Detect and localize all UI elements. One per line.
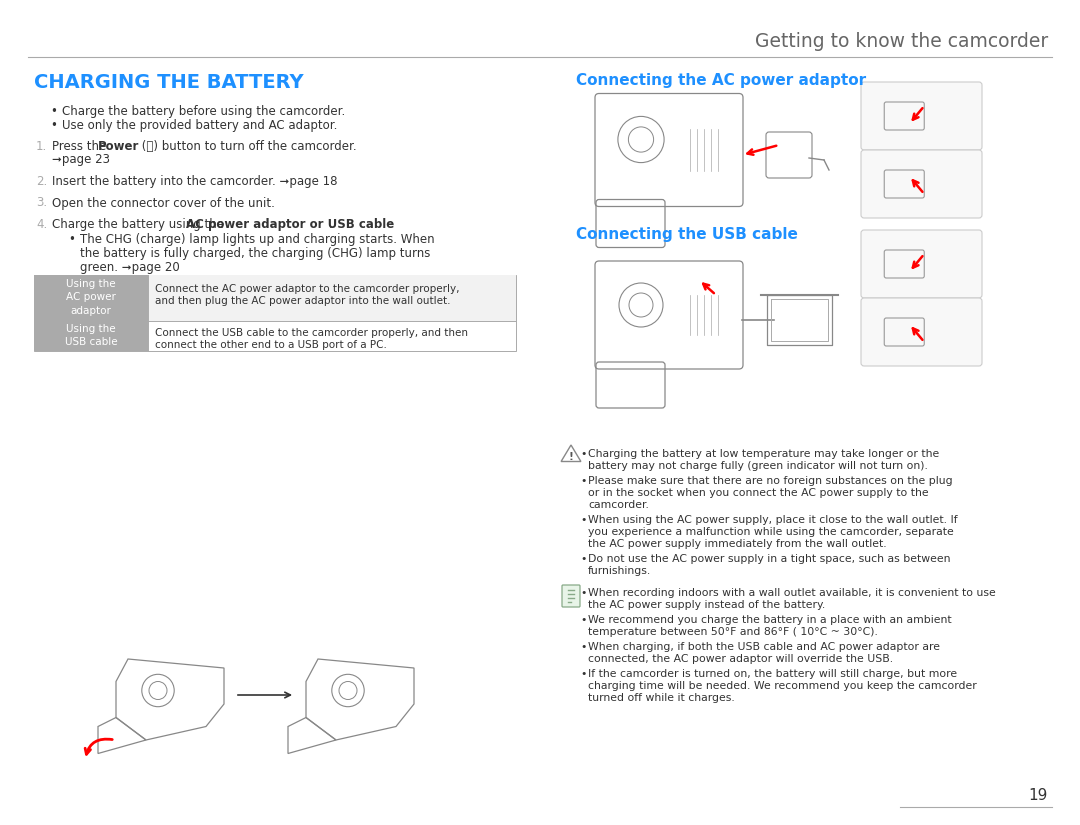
Text: camcorder.: camcorder.: [588, 500, 649, 510]
FancyBboxPatch shape: [861, 298, 982, 366]
Text: you experience a malfunction while using the camcorder, separate: you experience a malfunction while using…: [588, 527, 954, 537]
Text: connect the other end to a USB port of a PC.: connect the other end to a USB port of a…: [156, 341, 387, 351]
Text: Please make sure that there are no foreign substances on the plug: Please make sure that there are no forei…: [588, 476, 953, 486]
Text: connected, the AC power adaptor will override the USB.: connected, the AC power adaptor will ove…: [588, 654, 893, 664]
Text: furnishings.: furnishings.: [588, 566, 651, 576]
Text: and then plug the AC power adaptor into the wall outlet.: and then plug the AC power adaptor into …: [156, 296, 450, 307]
Text: Do not use the AC power supply in a tight space, such as between: Do not use the AC power supply in a tigh…: [588, 554, 950, 564]
Text: 3.: 3.: [36, 196, 48, 210]
Text: ➞page 23: ➞page 23: [52, 153, 110, 167]
Text: battery may not charge fully (green indicator will not turn on).: battery may not charge fully (green indi…: [588, 461, 928, 471]
Text: Connect the AC power adaptor to the camcorder properly,: Connect the AC power adaptor to the camc…: [156, 285, 459, 295]
Text: !: !: [568, 452, 573, 462]
Text: temperature between 50°F and 86°F ( 10°C ~ 30°C).: temperature between 50°F and 86°F ( 10°C…: [588, 627, 878, 637]
Text: Use only the provided battery and AC adaptor.: Use only the provided battery and AC ada…: [62, 120, 337, 133]
Text: Connecting the USB cable: Connecting the USB cable: [576, 227, 798, 242]
Text: (⏻) button to turn off the camcorder.: (⏻) button to turn off the camcorder.: [138, 140, 356, 153]
Text: •: •: [580, 615, 586, 625]
Text: When using the AC power supply, place it close to the wall outlet. If: When using the AC power supply, place it…: [588, 515, 958, 525]
Text: •: •: [580, 476, 586, 486]
Bar: [33, 275, 148, 320]
Text: •: •: [50, 120, 57, 133]
FancyBboxPatch shape: [861, 82, 982, 150]
Text: the battery is fully charged, the charging (CHG) lamp turns: the battery is fully charged, the chargi…: [80, 247, 430, 260]
Bar: [148, 275, 516, 320]
Text: •: •: [580, 554, 586, 564]
Text: We recommend you charge the battery in a place with an ambient: We recommend you charge the battery in a…: [588, 615, 951, 625]
Text: the AC power supply instead of the battery.: the AC power supply instead of the batte…: [588, 600, 825, 610]
Bar: [33, 275, 516, 351]
Text: Charging the battery at low temperature may take longer or the: Charging the battery at low temperature …: [588, 449, 940, 459]
Text: .: .: [329, 218, 333, 231]
Text: Charge the battery using the: Charge the battery using the: [52, 218, 228, 231]
Text: charging time will be needed. We recommend you keep the camcorder: charging time will be needed. We recomme…: [588, 681, 976, 691]
Text: Insert the battery into the camcorder. ➞page 18: Insert the battery into the camcorder. ➞…: [52, 175, 337, 188]
Text: 2.: 2.: [36, 175, 48, 188]
Text: Connecting the AC power adaptor: Connecting the AC power adaptor: [576, 73, 866, 88]
Text: Connect the USB cable to the camcorder properly, and then: Connect the USB cable to the camcorder p…: [156, 328, 468, 338]
Text: •: •: [50, 105, 57, 118]
FancyBboxPatch shape: [562, 585, 580, 607]
Text: •: •: [68, 233, 75, 247]
Text: 19: 19: [1028, 788, 1048, 803]
Text: Power: Power: [98, 140, 139, 153]
Text: the AC power supply immediately from the wall outlet.: the AC power supply immediately from the…: [588, 539, 887, 549]
Text: Using the
AC power
adaptor: Using the AC power adaptor: [66, 280, 116, 316]
Bar: [33, 361, 524, 797]
Text: When recording indoors with a wall outlet available, it is convenient to use: When recording indoors with a wall outle…: [588, 588, 996, 598]
Bar: [148, 320, 516, 351]
Text: •: •: [580, 588, 586, 598]
FancyBboxPatch shape: [861, 230, 982, 298]
Text: •: •: [580, 642, 586, 652]
Text: CHARGING THE BATTERY: CHARGING THE BATTERY: [33, 73, 303, 92]
Text: Charge the battery before using the camcorder.: Charge the battery before using the camc…: [62, 105, 346, 118]
Text: The CHG (charge) lamp lights up and charging starts. When: The CHG (charge) lamp lights up and char…: [80, 233, 434, 247]
Text: •: •: [580, 669, 586, 679]
Text: 1.: 1.: [36, 140, 48, 153]
Text: Using the
USB cable: Using the USB cable: [65, 324, 118, 347]
Bar: [33, 320, 148, 351]
Text: 4.: 4.: [36, 218, 48, 231]
Text: AC power adaptor or USB cable: AC power adaptor or USB cable: [186, 218, 394, 231]
Text: or in the socket when you connect the AC power supply to the: or in the socket when you connect the AC…: [588, 488, 929, 498]
FancyBboxPatch shape: [861, 150, 982, 218]
Text: Press the: Press the: [52, 140, 110, 153]
Text: •: •: [580, 449, 586, 459]
Text: Open the connector cover of the unit.: Open the connector cover of the unit.: [52, 196, 275, 210]
Text: green. ➞page 20: green. ➞page 20: [80, 261, 179, 274]
Text: When charging, if both the USB cable and AC power adaptor are: When charging, if both the USB cable and…: [588, 642, 940, 652]
Text: turned off while it charges.: turned off while it charges.: [588, 693, 734, 703]
Text: If the camcorder is turned on, the battery will still charge, but more: If the camcorder is turned on, the batte…: [588, 669, 957, 679]
Text: Getting to know the camcorder: Getting to know the camcorder: [755, 32, 1048, 51]
Text: •: •: [580, 515, 586, 525]
